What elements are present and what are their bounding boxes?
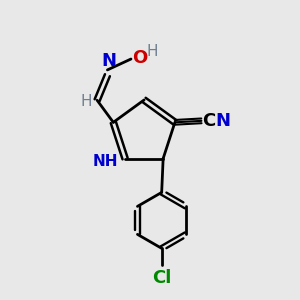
Text: H: H — [80, 94, 92, 109]
Text: H: H — [146, 44, 158, 59]
Text: N: N — [215, 112, 230, 130]
Text: NH: NH — [92, 154, 118, 169]
Text: O: O — [132, 49, 148, 67]
Text: C: C — [202, 112, 215, 130]
Text: Cl: Cl — [152, 269, 171, 287]
Text: N: N — [101, 52, 116, 70]
